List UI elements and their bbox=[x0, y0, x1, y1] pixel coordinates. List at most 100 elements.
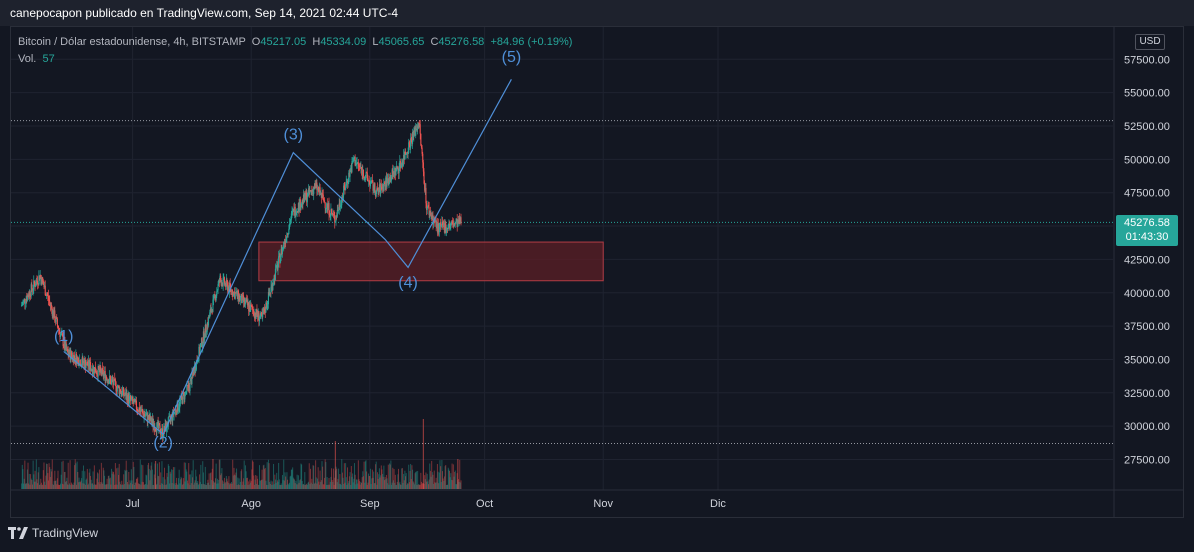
volume-bar bbox=[308, 463, 310, 489]
candle-body bbox=[118, 386, 120, 395]
volume-bar bbox=[174, 467, 176, 489]
volume-bar bbox=[281, 484, 283, 489]
elliott-wave-line bbox=[63, 79, 512, 436]
candle-body bbox=[320, 192, 322, 198]
candle-body bbox=[148, 414, 150, 420]
candle-body bbox=[338, 203, 340, 210]
candle-body bbox=[247, 302, 249, 306]
candle-body bbox=[343, 185, 345, 189]
candle-body bbox=[73, 355, 75, 363]
volume-bar bbox=[116, 468, 118, 489]
candle-body bbox=[149, 414, 151, 421]
candle-body bbox=[254, 312, 256, 318]
volume-bar bbox=[77, 482, 79, 489]
volume-bar bbox=[302, 484, 304, 489]
volume-bar bbox=[392, 467, 394, 489]
candle-body bbox=[129, 396, 131, 397]
volume-bar bbox=[283, 459, 285, 489]
candle-body bbox=[431, 215, 433, 219]
volume-bar bbox=[436, 482, 438, 489]
candle-body bbox=[48, 299, 50, 302]
candle-body bbox=[416, 128, 418, 130]
volume-bar bbox=[155, 484, 157, 489]
candle-body bbox=[104, 371, 106, 374]
volume-bar bbox=[104, 475, 106, 489]
volume-bar bbox=[31, 479, 33, 489]
candle-body bbox=[420, 145, 423, 148]
volume-bar bbox=[192, 477, 194, 489]
candle-body bbox=[31, 289, 34, 291]
candle-body bbox=[287, 233, 289, 235]
volume-bar bbox=[285, 484, 287, 489]
volume-bar bbox=[317, 478, 319, 489]
volume-bar bbox=[340, 484, 342, 489]
candle-body bbox=[200, 343, 202, 348]
candle-body bbox=[111, 379, 113, 381]
candle-body bbox=[250, 304, 252, 312]
candle-body bbox=[140, 410, 142, 412]
candle-body bbox=[399, 160, 401, 168]
y-tick-label: 57500.00 bbox=[1124, 54, 1170, 66]
volume-bar bbox=[460, 480, 462, 489]
candle-body bbox=[315, 182, 317, 184]
candle-body bbox=[352, 161, 354, 162]
volume-bar bbox=[396, 484, 398, 489]
volume-bar bbox=[326, 477, 328, 489]
volume-bar bbox=[109, 478, 111, 489]
candle-body bbox=[359, 166, 361, 167]
candle-body bbox=[365, 172, 367, 178]
volume-bar bbox=[182, 483, 184, 489]
volume-bar bbox=[153, 484, 155, 489]
tradingview-brand[interactable]: TradingView bbox=[8, 526, 98, 540]
candle-body bbox=[322, 193, 324, 195]
candle-body bbox=[452, 221, 454, 224]
candle-body bbox=[51, 308, 53, 316]
candle-body bbox=[302, 194, 305, 204]
volume-bar bbox=[377, 478, 379, 489]
candle-body bbox=[89, 361, 92, 371]
candle-body bbox=[370, 180, 372, 183]
volume-bar bbox=[26, 483, 28, 489]
volume-bar bbox=[305, 484, 307, 489]
volume-bar bbox=[454, 471, 456, 489]
volume-bar bbox=[150, 465, 152, 489]
candle-body bbox=[31, 284, 33, 290]
volume-bar bbox=[301, 464, 303, 489]
volume-bar bbox=[246, 478, 248, 489]
volume-bar bbox=[207, 482, 209, 489]
publisher-text: canepocapon publicado en TradingView.com… bbox=[10, 6, 399, 20]
x-tick-label: Ago bbox=[241, 498, 261, 510]
candle-body bbox=[77, 357, 79, 359]
volume-bar bbox=[423, 484, 425, 489]
volume-bar bbox=[61, 483, 63, 489]
volume-bar bbox=[388, 484, 390, 489]
candle-body bbox=[218, 280, 220, 285]
volume-bar bbox=[450, 473, 452, 489]
candle-body bbox=[154, 428, 156, 431]
volume-bar bbox=[444, 466, 446, 489]
volume-bar bbox=[413, 482, 415, 489]
tradingview-logo-icon bbox=[8, 527, 28, 539]
candle-body bbox=[22, 301, 24, 305]
volume-bar bbox=[156, 463, 158, 489]
volume-bar bbox=[125, 460, 127, 489]
candle-body bbox=[212, 299, 214, 312]
candle-body bbox=[268, 292, 270, 295]
volume-bar bbox=[333, 484, 335, 489]
candle-body bbox=[404, 151, 406, 160]
volume-bar bbox=[119, 484, 121, 489]
candle-body bbox=[381, 187, 383, 190]
volume-bar bbox=[409, 471, 411, 489]
volume-bar bbox=[408, 464, 410, 489]
candle-body bbox=[235, 292, 237, 294]
volume-bar bbox=[351, 476, 353, 489]
currency-button[interactable]: USD bbox=[1135, 34, 1165, 50]
volume-bar bbox=[241, 469, 243, 489]
candle-body bbox=[342, 195, 344, 198]
candle-body bbox=[255, 308, 257, 317]
volume-bar bbox=[80, 480, 82, 489]
candle-body bbox=[132, 401, 134, 404]
candle-body bbox=[341, 197, 343, 199]
candle-body bbox=[345, 187, 347, 191]
